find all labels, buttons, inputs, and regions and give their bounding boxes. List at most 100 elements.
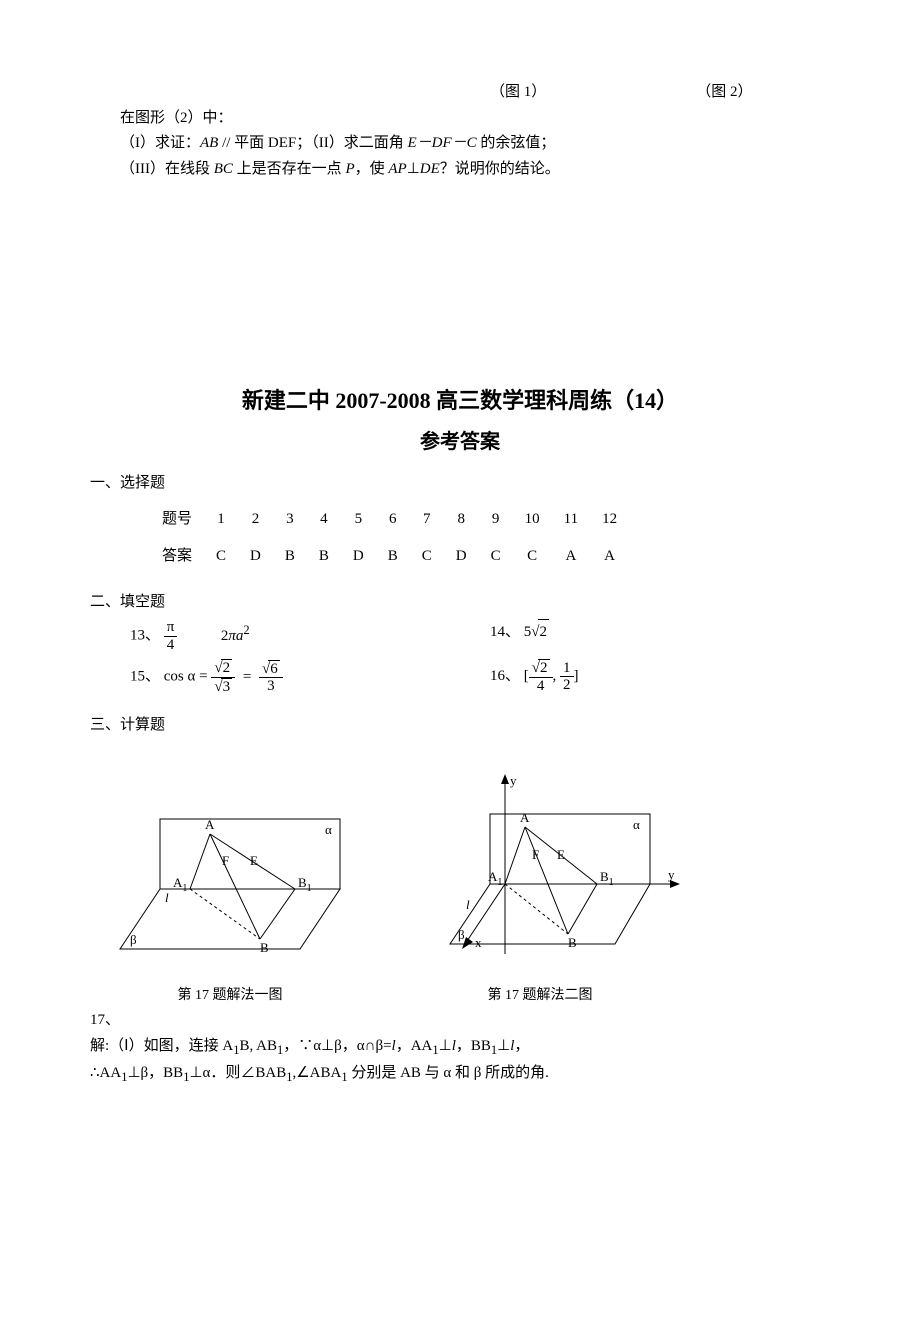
- solution-line2: ∴AA1⊥β，BB1⊥α．则∠BAB1,∠ABA1 分别是 AB 与 α 和 β…: [90, 1061, 830, 1088]
- l2b: BC: [214, 161, 233, 177]
- col-1: 1: [204, 501, 238, 539]
- sl1b: B, AB: [239, 1038, 277, 1054]
- row-label-ans: 答案: [150, 538, 204, 576]
- ans-6: B: [376, 538, 410, 576]
- sl1f: ⊥: [439, 1038, 452, 1054]
- ans-5: D: [341, 538, 376, 576]
- q13: 13、 π 4 2πa2: [130, 619, 490, 653]
- fill-row-2: 15、 cos α = √2 √3 = √6 3 16、 [ √2 4 , 1 …: [130, 659, 830, 695]
- sl1k: ，: [514, 1038, 529, 1054]
- l2f: AP: [388, 161, 406, 177]
- col-5: 5: [341, 501, 376, 539]
- figures-row: α l β A1 B1 A B E F: [100, 769, 830, 1008]
- fig1-beta: β: [130, 932, 137, 947]
- q16-f1-den: 4: [529, 678, 553, 695]
- fig2-E: E: [557, 847, 565, 862]
- col-12: 12: [590, 501, 629, 539]
- l1b: AB: [200, 135, 218, 151]
- q13-pi: π: [228, 628, 236, 644]
- col-2: 2: [238, 501, 273, 539]
- ans-10: C: [513, 538, 552, 576]
- col-6: 6: [376, 501, 410, 539]
- fig1-A: A: [205, 817, 215, 832]
- solution-line1: 解:（Ⅰ）如图，连接 A1B, AB1，∵α⊥β，α∩β=l，AA1⊥l，BB1…: [90, 1034, 830, 1061]
- sl2b: ⊥β，BB: [127, 1065, 183, 1081]
- fig2-beta: β: [458, 927, 465, 942]
- q15-label: 15、: [130, 669, 160, 685]
- ans-7: C: [410, 538, 444, 576]
- fig1-l: l: [165, 890, 169, 905]
- main-title: 新建二中 2007-2008 高三数学理科周练（14）: [90, 382, 830, 419]
- figure-labels: （图 1） （图 2）: [490, 80, 830, 106]
- section1-heading: 一、选择题: [90, 471, 830, 497]
- q16-label: 16、: [490, 668, 520, 684]
- sl2c: ⊥α．则∠BAB: [189, 1065, 286, 1081]
- l1d: E－DF－C: [408, 135, 477, 151]
- sl1i: ⊥: [497, 1038, 510, 1054]
- answers-value-row: 答案 C D B B D B C D C C A A: [150, 538, 629, 576]
- subtitle: 参考答案: [90, 425, 830, 459]
- fig2-x-axis: x: [475, 935, 482, 950]
- q15-f2-num-rad: 6: [268, 660, 280, 678]
- sl2d: ,∠ABA: [292, 1065, 341, 1081]
- prob-line2: （III）在线段 BC 上是否存在一点 P，使 AP⊥DE？说明你的结论。: [120, 157, 830, 183]
- fig2-l: l: [466, 897, 470, 912]
- fig1-A1: A1: [173, 875, 187, 894]
- l2e: ，使: [355, 161, 389, 177]
- section2-heading: 二、填空题: [90, 590, 830, 616]
- fig2-y-axis: y: [510, 773, 517, 788]
- problem-text: 在图形（2）中： （I）求证：AB // 平面 DEF；（II）求二面角 E－D…: [90, 106, 830, 183]
- sl1h: ，BB: [456, 1038, 491, 1054]
- q13-extra: 2πa2: [221, 628, 250, 644]
- ans-3: B: [273, 538, 307, 576]
- q16-f2-num: 1: [560, 660, 574, 678]
- ans-8: D: [444, 538, 479, 576]
- q17-number: 17、: [90, 1008, 830, 1034]
- col-4: 4: [307, 501, 341, 539]
- fig1-svg: α l β A1 B1 A B E F: [100, 799, 360, 969]
- fig1-alpha: α: [325, 822, 332, 837]
- q16: 16、 [ √2 4 , 1 2 ]: [490, 659, 579, 695]
- ans-4: B: [307, 538, 341, 576]
- q13-sup: 2: [243, 623, 249, 637]
- q16-f1-num-rad: 2: [538, 659, 550, 677]
- q15-f2-den: 3: [259, 678, 283, 695]
- fig1-B: B: [260, 940, 269, 955]
- fig1-F: F: [222, 853, 229, 868]
- q16-f2-den: 2: [560, 677, 574, 694]
- sl2e: 分别是 AB 与 α 和 β 所成的角.: [348, 1065, 549, 1081]
- ans-9: C: [479, 538, 513, 576]
- fig1-B1: B1: [298, 875, 312, 894]
- q16-frac1: √2 4: [529, 659, 553, 694]
- row-label-num: 题号: [150, 501, 204, 539]
- fig2-A: A: [520, 810, 530, 825]
- sl1e: ，AA: [396, 1038, 433, 1054]
- prob-line0: 在图形（2）中：: [120, 106, 830, 132]
- q15-frac1: √2 √3: [211, 659, 235, 695]
- l2g: ⊥: [407, 161, 420, 177]
- q14-rad: 2: [538, 619, 550, 646]
- l1e: 的余弦值；: [477, 135, 556, 151]
- sl2a: ∴AA: [90, 1065, 121, 1081]
- q16-comma: ,: [553, 668, 557, 684]
- fig2-svg: y y x α β l A1 B1 A: [390, 769, 690, 969]
- q14-sqrt: √2: [531, 619, 549, 646]
- col-9: 9: [479, 501, 513, 539]
- l1a: （I）求证：: [120, 135, 200, 151]
- q16-frac2: 1 2: [560, 660, 574, 694]
- col-11: 11: [552, 501, 590, 539]
- q15-f1-den: √3: [211, 678, 235, 696]
- col-8: 8: [444, 501, 479, 539]
- q15-frac2: √6 3: [259, 660, 283, 695]
- answers-header-row: 题号 1 2 3 4 5 6 7 8 9 10 11 12: [150, 501, 629, 539]
- q15-f1-den-rad: 3: [221, 678, 233, 696]
- q15-eq: =: [239, 669, 255, 685]
- fig2-caption: 第 17 题解法二图: [390, 984, 690, 1008]
- figure-17-1: α l β A1 B1 A B E F: [100, 799, 360, 1008]
- prob-line1: （I）求证：AB // 平面 DEF；（II）求二面角 E－DF－C 的余弦值；: [120, 131, 830, 157]
- fig1-E: E: [250, 853, 258, 868]
- q14: 14、 5√2: [490, 619, 549, 653]
- col-10: 10: [513, 501, 552, 539]
- q15-f2-num: √6: [259, 660, 283, 679]
- q16-f1-num: √2: [529, 659, 553, 678]
